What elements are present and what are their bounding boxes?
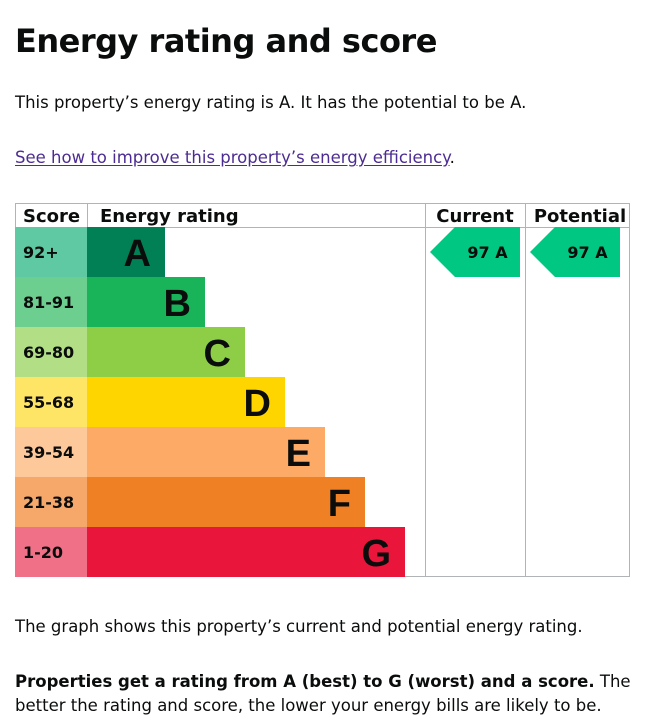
rating-explanation: Properties get a rating from A (best) to… [15, 670, 640, 718]
rating-bar-d [87, 377, 285, 427]
page-title: Energy rating and score [15, 22, 437, 60]
improve-link-line: See how to improve this property’s energ… [15, 148, 455, 167]
header-potential: Potential [534, 206, 626, 227]
rating-bar-f [87, 477, 365, 527]
score-cell-e [15, 427, 87, 477]
score-cell-b [15, 277, 87, 327]
score-label-f: 21-38 [23, 493, 74, 512]
header-current: Current [436, 206, 514, 227]
rating-letter-c: C [204, 333, 231, 375]
rating-bands: 92+ A 81-91 B 69-80 C 55-68 D 39-54 E 21-38 F 1-20 G [15, 227, 405, 577]
rating-markers: 97 A 97 A [430, 227, 620, 277]
current-rating-marker-label: 97 A [467, 243, 508, 262]
energy-rating-chart: Score Energy rating Current Potential 92… [15, 203, 630, 577]
rating-bar-b [87, 277, 205, 327]
graph-description: The graph shows this property’s current … [15, 617, 583, 636]
rating-bar-e [87, 427, 325, 477]
score-cell-c [15, 327, 87, 377]
link-suffix: . [449, 148, 455, 167]
score-label-e: 39-54 [23, 443, 74, 462]
score-cell-a [15, 227, 87, 277]
score-cell-g [15, 527, 87, 577]
score-cell-d [15, 377, 87, 427]
rating-letter-a: A [124, 233, 151, 275]
rating-bar-c [87, 327, 245, 377]
score-label-d: 55-68 [23, 393, 74, 412]
score-cell-f [15, 477, 87, 527]
rating-letter-e: E [286, 433, 311, 475]
score-label-a: 92+ [23, 243, 59, 262]
potential-rating-marker [530, 227, 620, 277]
rating-bar-g [87, 527, 405, 577]
chart-headers: Score Energy rating Current Potential [23, 206, 626, 227]
rating-explanation-bold: Properties get a rating from A (best) to… [15, 672, 595, 691]
rating-explanation-rest: The better the rating and score, the low… [15, 672, 631, 715]
potential-rating-marker-label: 97 A [567, 243, 608, 262]
header-score: Score [23, 206, 80, 227]
rating-letter-g: G [361, 533, 391, 575]
improve-energy-efficiency-link[interactable]: See how to improve this property’s energ… [15, 148, 450, 167]
rating-summary: This property’s energy rating is A. It h… [15, 93, 527, 112]
rating-letter-b: B [164, 283, 191, 325]
rating-letter-d: D [244, 383, 271, 425]
rating-bar-a [87, 227, 165, 277]
score-label-g: 1-20 [23, 543, 63, 562]
rating-letter-f: F [328, 483, 351, 525]
header-energy-rating: Energy rating [100, 206, 239, 227]
score-label-c: 69-80 [23, 343, 74, 362]
current-rating-marker [430, 227, 520, 277]
score-label-b: 81-91 [23, 293, 74, 312]
